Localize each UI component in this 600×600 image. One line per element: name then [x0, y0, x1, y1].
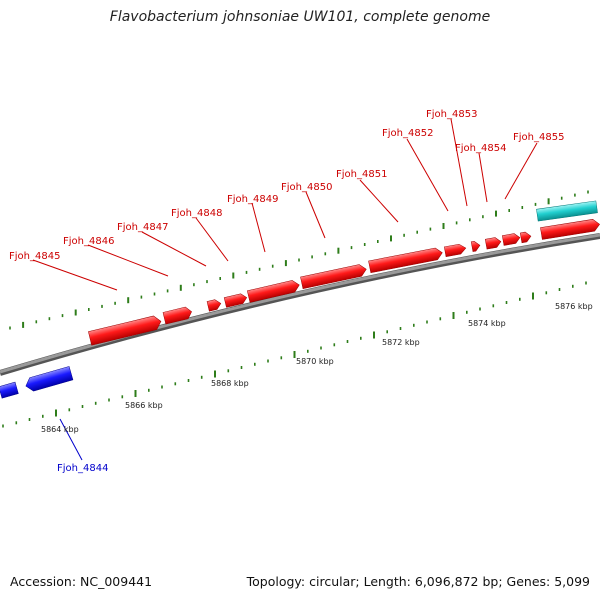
scale-label: 5870 kbp	[296, 357, 334, 366]
gene-feature[interactable]	[0, 381, 19, 399]
scale-label: 5864 kbp	[41, 425, 79, 434]
gene-feature[interactable]	[443, 243, 467, 257]
gene-feature[interactable]	[368, 247, 444, 274]
tick-track-lower	[2, 281, 587, 428]
gene-feature[interactable]	[162, 306, 193, 325]
gene-feature[interactable]	[470, 240, 481, 252]
forward-genes	[88, 218, 600, 346]
accession-text: Accession: NC_009441	[10, 574, 153, 589]
gene-feature[interactable]	[484, 237, 502, 250]
genome-summary-text: Topology: circular; Length: 6,096,872 bp…	[246, 574, 590, 589]
reverse-genes	[0, 366, 74, 399]
gene-label[interactable]: Fjoh_4846	[63, 236, 114, 247]
map-title: Flavobacterium johnsoniae UW101, complet…	[109, 9, 491, 25]
genome-backbone	[0, 233, 600, 376]
label-leaders	[32, 118, 538, 461]
scale-label: 5866 kbp	[125, 401, 163, 410]
scale-label: 5872 kbp	[382, 338, 420, 347]
gene-label[interactable]: Fjoh_4852	[382, 128, 433, 139]
rna-features	[536, 200, 598, 222]
gene-label[interactable]: Fjoh_4847	[117, 222, 168, 233]
gene-label[interactable]: Fjoh_4851	[336, 169, 387, 180]
gene-feature[interactable]	[88, 315, 162, 346]
gene-label[interactable]: Fjoh_4854	[455, 143, 506, 154]
gene-feature[interactable]	[223, 293, 248, 308]
gene-label[interactable]: Fjoh_4850	[281, 182, 332, 193]
scale-labels: 5864 kbp 5866 kbp 5868 kbp 5870 kbp 5872…	[41, 302, 593, 434]
rna-feature[interactable]	[536, 200, 598, 222]
gene-label[interactable]: Fjoh_4849	[227, 194, 278, 205]
tick-track-upper	[9, 190, 589, 330]
gene-label[interactable]: Fjoh_4848	[171, 208, 222, 219]
scale-label: 5876 kbp	[555, 302, 593, 311]
gene-label[interactable]: Fjoh_4844	[57, 463, 108, 474]
scale-label: 5874 kbp	[468, 319, 506, 328]
gene-feature[interactable]	[206, 299, 222, 312]
gene-labels: Fjoh_4845 Fjoh_4846 Fjoh_4847 Fjoh_4848 …	[9, 109, 564, 474]
scale-label: 5868 kbp	[211, 379, 249, 388]
gene-feature[interactable]	[246, 279, 300, 303]
gene-label[interactable]: Fjoh_4845	[9, 251, 60, 262]
gene-feature[interactable]	[519, 231, 532, 244]
gene-label[interactable]: Fjoh_4853	[426, 109, 477, 120]
gene-feature[interactable]	[300, 263, 367, 290]
gene-label[interactable]: Fjoh_4855	[513, 132, 564, 143]
gene-feature[interactable]	[540, 218, 600, 240]
gene-feature[interactable]	[24, 366, 74, 392]
gene-feature[interactable]	[501, 233, 521, 246]
